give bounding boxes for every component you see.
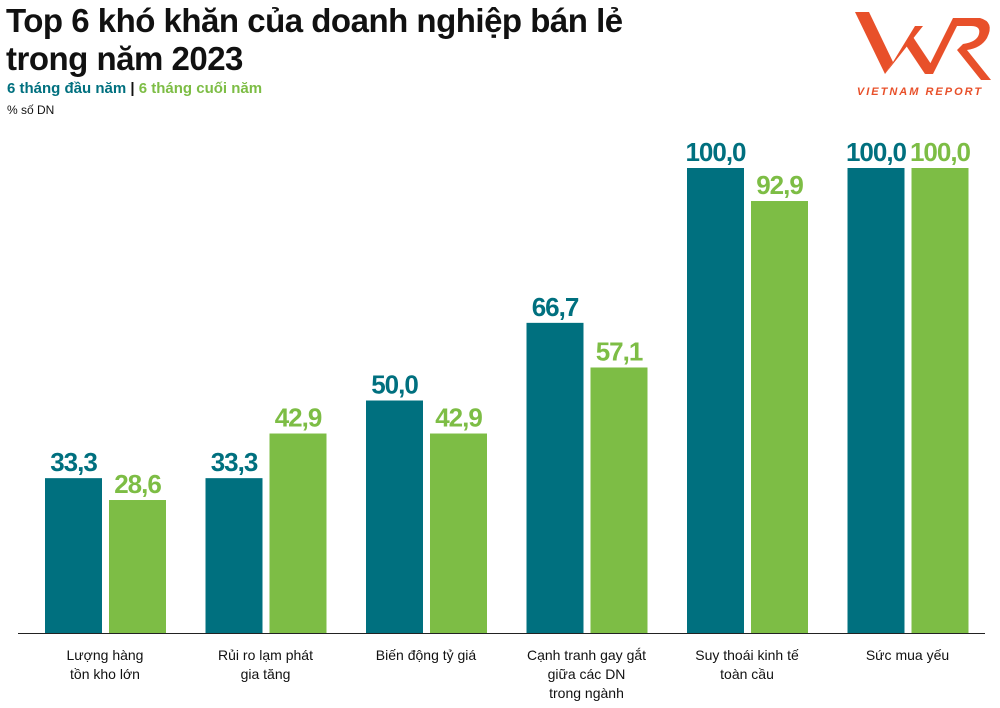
legend-series-2: 6 tháng cuối năm xyxy=(138,80,263,97)
data-label: 33,3 xyxy=(50,447,97,477)
category-label: trong ngành xyxy=(549,685,624,701)
category-label: giữa các DN xyxy=(548,666,626,682)
data-label: 50,0 xyxy=(371,370,418,400)
category-label: Biến động tỷ giá xyxy=(376,647,477,663)
bar xyxy=(590,367,648,633)
category-label: Suy thoái kinh tế xyxy=(695,647,799,663)
vietnam-report-logo: VIETNAM REPORT xyxy=(845,4,995,104)
data-label: 92,9 xyxy=(756,170,803,200)
data-label: 42,9 xyxy=(275,403,322,433)
data-label: 100,0 xyxy=(846,137,907,167)
category-label: Cạnh tranh gay gắt xyxy=(527,647,646,663)
bar xyxy=(847,168,905,633)
bar xyxy=(269,433,327,633)
category-label: gia tăng xyxy=(241,666,291,682)
category-label: tồn kho lớn xyxy=(70,666,140,682)
data-label: 100,0 xyxy=(685,137,746,167)
bar xyxy=(911,168,969,633)
legend-separator: | xyxy=(130,80,135,97)
bar xyxy=(687,168,744,633)
bar xyxy=(526,322,584,633)
bar xyxy=(366,400,423,633)
logo-text: VIETNAM REPORT xyxy=(857,86,983,98)
bar xyxy=(45,478,102,633)
chart-title: Top 6 khó khăn của doanh nghiệp bán lẻ tr… xyxy=(6,2,706,78)
bar xyxy=(430,433,487,633)
category-label: Lượng hàng xyxy=(67,647,144,663)
legend: 6 tháng đầu năm | 6 tháng cuối năm xyxy=(7,80,262,97)
category-label: toàn cầu xyxy=(720,666,774,682)
title-line-2: trong năm 2023 xyxy=(6,40,243,77)
data-label: 28,6 xyxy=(114,469,161,499)
data-label: 42,9 xyxy=(435,403,482,433)
unit-label: % số DN xyxy=(7,103,55,117)
data-label: 57,1 xyxy=(596,336,643,366)
category-label: Rủi ro lạm phát xyxy=(218,647,313,663)
legend-series-1: 6 tháng đầu năm xyxy=(7,80,127,97)
bar xyxy=(205,478,263,633)
data-label: 33,3 xyxy=(211,447,258,477)
data-label: 66,7 xyxy=(532,292,579,322)
category-label: Sức mua yếu xyxy=(866,647,949,663)
title-line-1: Top 6 khó khăn của doanh nghiệp bán lẻ xyxy=(6,2,623,39)
bar xyxy=(751,201,808,633)
bar xyxy=(109,500,166,633)
data-label: 100,0 xyxy=(910,137,971,167)
